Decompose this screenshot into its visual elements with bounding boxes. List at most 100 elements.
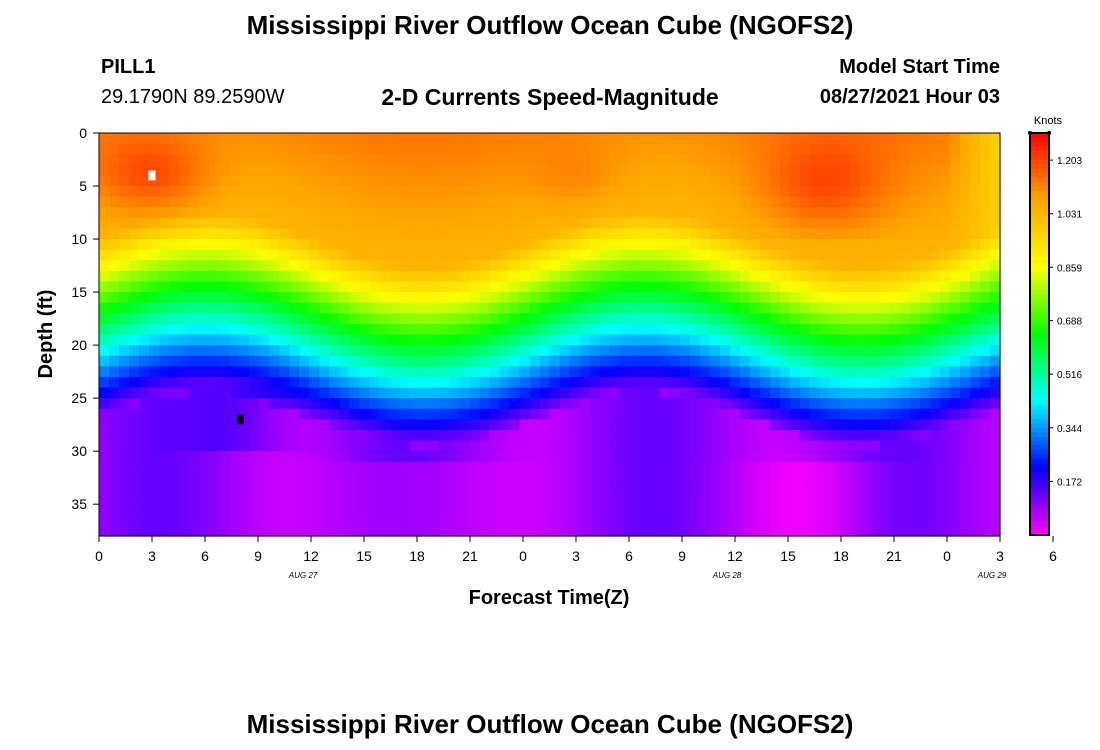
heatmap-cell	[429, 292, 440, 304]
heatmap-cell	[879, 313, 891, 325]
heatmap-cell	[709, 355, 721, 367]
heatmap-cell	[939, 207, 951, 219]
heatmap-cell	[969, 260, 981, 272]
heatmap-cell	[229, 461, 240, 473]
heatmap-cell	[99, 514, 110, 526]
heatmap-cell	[589, 270, 601, 283]
heatmap-cell	[389, 196, 400, 208]
heatmap-cell	[219, 461, 230, 473]
heatmap-cell	[679, 429, 691, 442]
heatmap-cell	[519, 355, 531, 367]
heatmap-cell	[509, 334, 521, 346]
heatmap-cell	[99, 355, 110, 367]
heatmap-cell	[819, 493, 831, 505]
heatmap-cell	[619, 186, 631, 198]
x-tick-label: 6	[1049, 548, 1057, 564]
heatmap-cell	[409, 196, 420, 208]
heatmap-cell	[549, 249, 561, 261]
colorbar-corner	[1028, 131, 1032, 135]
heatmap-cell	[619, 302, 631, 314]
heatmap-cell	[329, 514, 340, 526]
heatmap-cell	[109, 472, 120, 484]
heatmap-cell	[279, 302, 290, 314]
heatmap-cell	[909, 461, 921, 473]
heatmap-cell	[819, 133, 831, 145]
heatmap-cell	[469, 143, 481, 155]
heatmap-cell	[849, 482, 861, 495]
heatmap-cell	[229, 217, 240, 230]
heatmap-cell	[399, 398, 410, 410]
heatmap-cell	[739, 217, 751, 230]
heatmap-cell	[399, 196, 410, 208]
heatmap-cell	[809, 472, 821, 484]
heatmap-cell	[609, 154, 621, 166]
heatmap-cell	[759, 249, 771, 261]
heatmap-cell	[669, 175, 681, 187]
heatmap-cell	[739, 281, 751, 293]
heatmap-cell	[679, 398, 691, 410]
heatmap-cell	[109, 302, 120, 314]
colorbar-swatch	[1030, 378, 1049, 384]
heatmap-cell	[879, 133, 891, 145]
heatmap-cell	[379, 228, 390, 240]
heatmap-cell	[369, 440, 380, 452]
colorbar-tick-label: 0.859	[1057, 263, 1082, 274]
heatmap-cell	[179, 461, 190, 473]
heatmap-cell	[179, 334, 190, 346]
heatmap-cell	[919, 504, 931, 516]
heatmap-cell	[319, 482, 330, 495]
heatmap-cell	[159, 419, 170, 431]
heatmap-cell	[409, 408, 420, 420]
heatmap-cell	[259, 398, 270, 410]
heatmap-cell	[149, 451, 160, 463]
heatmap-cell	[469, 239, 481, 251]
heatmap-cell	[569, 196, 581, 208]
heatmap-cell	[169, 334, 180, 346]
heatmap-cell	[829, 472, 841, 484]
heatmap-cell	[669, 302, 681, 314]
heatmap-cell	[499, 440, 511, 452]
heatmap-cell	[619, 398, 631, 410]
heatmap-cell	[639, 419, 651, 431]
heatmap-cell	[329, 493, 340, 505]
heatmap-cell	[619, 292, 631, 304]
heatmap-cell	[919, 292, 931, 304]
heatmap-cell	[959, 270, 971, 283]
heatmap-cell	[239, 355, 250, 367]
heatmap-cell	[779, 207, 791, 219]
heatmap-cell	[649, 228, 661, 240]
heatmap-cell	[679, 186, 691, 198]
heatmap-cell	[759, 451, 771, 463]
heatmap-cell	[399, 207, 410, 219]
heatmap-cell	[809, 249, 821, 261]
heatmap-cell	[829, 461, 841, 473]
heatmap-cell	[499, 186, 511, 198]
heatmap-cell	[969, 504, 981, 516]
heatmap-cell	[729, 376, 741, 389]
heatmap-cell	[699, 323, 711, 336]
heatmap-cell	[459, 472, 471, 484]
heatmap-cell	[319, 398, 330, 410]
heatmap-cell	[219, 260, 230, 272]
heatmap-cell	[199, 514, 210, 526]
heatmap-cell	[369, 313, 380, 325]
heatmap-cell	[469, 323, 481, 336]
heatmap-cell	[989, 164, 1001, 177]
heatmap-cell	[239, 228, 250, 240]
heatmap-cell	[649, 440, 661, 452]
heatmap-cell	[259, 419, 270, 431]
heatmap-cell	[819, 366, 831, 378]
y-axis-title: Depth (ft)	[35, 290, 57, 379]
heatmap-cell	[929, 398, 941, 410]
heatmap-cell	[109, 281, 120, 293]
heatmap-cell	[459, 313, 471, 325]
heatmap-cell	[569, 207, 581, 219]
heatmap-cell	[309, 440, 320, 452]
heatmap-cell	[269, 525, 280, 537]
heatmap-cell	[189, 472, 200, 484]
heatmap-cell	[979, 355, 991, 367]
heatmap-cell	[969, 334, 981, 346]
heatmap-cell	[129, 366, 140, 378]
heatmap-cell	[979, 313, 991, 325]
heatmap-cell	[719, 345, 731, 357]
